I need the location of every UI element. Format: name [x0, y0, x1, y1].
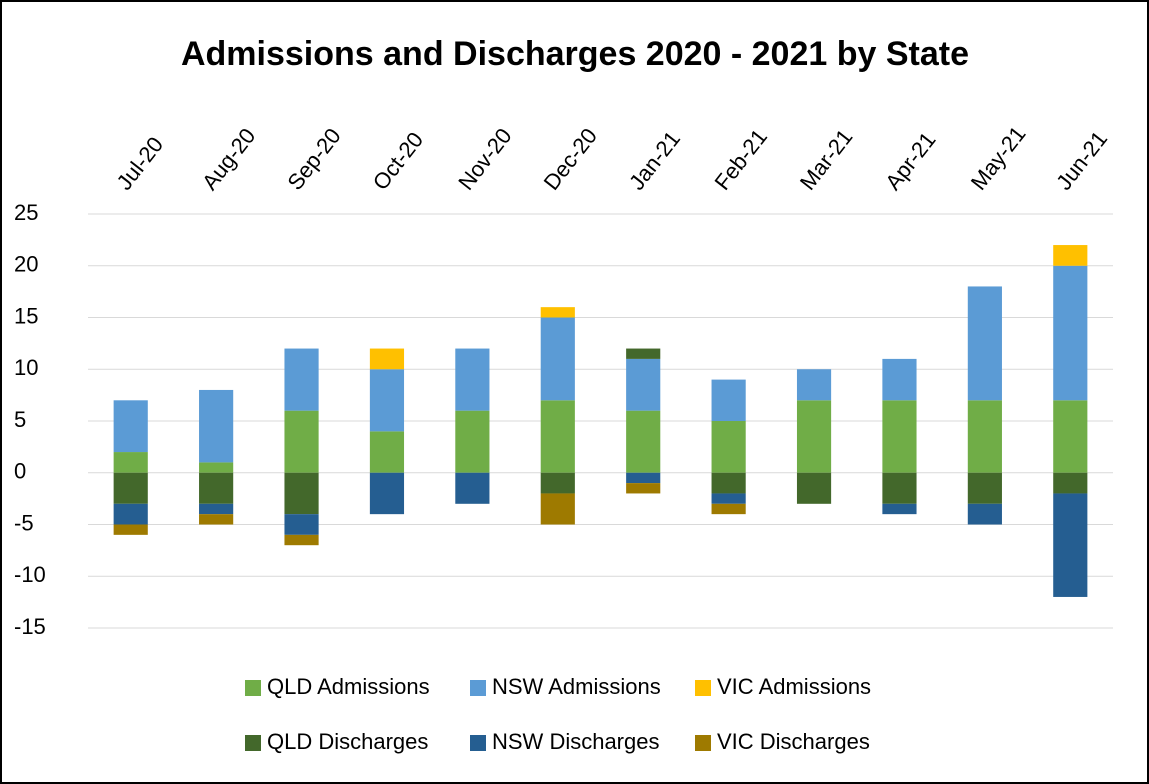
bar-segment [199, 462, 234, 473]
bar-segment [1053, 245, 1088, 266]
y-tick-label: -5 [14, 510, 34, 535]
legend-label: VIC Discharges [717, 729, 870, 754]
bar-segment [626, 348, 661, 359]
legend-swatch [245, 735, 261, 751]
legend-swatch [470, 735, 486, 751]
bar-segment [796, 369, 832, 401]
bar-segment [540, 400, 575, 473]
y-tick-label: -10 [14, 562, 46, 587]
y-tick-label: -15 [14, 614, 46, 639]
bar-segment [540, 472, 575, 494]
bar-segment [626, 472, 661, 484]
legend-label: QLD Admissions [267, 674, 430, 699]
bar-segment [1053, 265, 1088, 401]
y-tick-label: 25 [14, 200, 38, 225]
bar-segment [967, 286, 1002, 401]
bar-segment [199, 389, 234, 463]
bar-segment [369, 472, 405, 515]
bar-segment [199, 514, 234, 525]
bar-segment [882, 358, 917, 401]
y-tick-label: 10 [14, 355, 38, 380]
bar-segment [113, 524, 148, 535]
bar-segment [369, 369, 405, 432]
chart-title: Admissions and Discharges 2020 - 2021 by… [181, 35, 969, 73]
bar-segment [626, 410, 661, 473]
bar-segment [113, 472, 148, 504]
bar-segment [967, 472, 1002, 504]
y-tick-label: 20 [14, 252, 38, 277]
bar-segment [284, 534, 319, 546]
bar-segment [711, 421, 746, 473]
bar-segment [711, 379, 746, 421]
bar-segment [455, 410, 490, 473]
bar-segment [882, 503, 917, 515]
bar-segment [284, 472, 319, 515]
bar-segment [284, 348, 319, 411]
bar-segment [711, 493, 746, 504]
bar-segment [882, 400, 917, 473]
legend-swatch [695, 735, 711, 751]
legend-label: VIC Admissions [717, 674, 871, 699]
bar-segment [369, 348, 405, 370]
bar-segment [113, 503, 148, 525]
bar-segment [540, 307, 575, 318]
legend-label: QLD Discharges [267, 729, 428, 754]
y-tick-label: 5 [14, 407, 26, 432]
bar-segment [455, 348, 490, 411]
bar-segment [455, 472, 490, 504]
bar-segment [540, 317, 575, 401]
bar-segment [113, 400, 148, 453]
bar-segment [113, 452, 148, 473]
bar-segment [711, 503, 746, 515]
y-tick-label: 15 [14, 303, 38, 328]
legend-swatch [470, 680, 486, 696]
bar-segment [1053, 493, 1088, 597]
bar-segment [284, 514, 319, 535]
bar-segment [796, 472, 832, 504]
bar-segment [369, 431, 405, 473]
y-tick-label: 0 [14, 459, 26, 484]
bar-segment [1053, 400, 1088, 473]
bar-segment [626, 483, 661, 494]
bar-segment [1053, 472, 1088, 494]
bar-segment [711, 472, 746, 494]
bar-segment [540, 493, 575, 525]
legend-label: NSW Admissions [492, 674, 661, 699]
bar-segment [967, 503, 1002, 525]
legend-swatch [245, 680, 261, 696]
bar-segment [626, 358, 661, 411]
legend-label: NSW Discharges [492, 729, 659, 754]
bar-segment [199, 503, 234, 515]
bar-segment [796, 400, 832, 473]
bar-segment [967, 400, 1002, 473]
bar-segment [199, 472, 234, 504]
bar-segment [284, 410, 319, 473]
bar-segment [882, 472, 917, 504]
legend-swatch [695, 680, 711, 696]
